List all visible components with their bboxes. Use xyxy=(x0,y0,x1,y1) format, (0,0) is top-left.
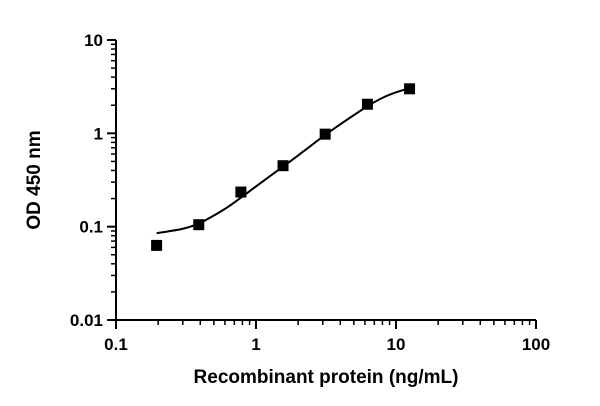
y-tick-label: 0.1 xyxy=(79,218,103,237)
data-point xyxy=(235,186,247,198)
y-tick-label: 1 xyxy=(94,124,103,143)
x-tick-label: 10 xyxy=(387,335,406,354)
data-point xyxy=(193,219,205,231)
y-tick-label: 10 xyxy=(84,31,103,50)
x-axis-title: Recombinant protein (ng/mL) xyxy=(194,367,459,388)
x-tick-label: 100 xyxy=(522,335,550,354)
data-points xyxy=(151,83,416,251)
y-tick-label: 0.01 xyxy=(70,311,103,330)
x-tick-label: 1 xyxy=(251,335,260,354)
y-axis-title: OD 450 nm xyxy=(24,130,45,229)
data-point xyxy=(404,83,416,95)
x-tick-label: 0.1 xyxy=(104,335,128,354)
data-point xyxy=(361,98,373,110)
data-point xyxy=(319,128,331,140)
data-point xyxy=(151,239,163,251)
data-point xyxy=(277,160,289,172)
